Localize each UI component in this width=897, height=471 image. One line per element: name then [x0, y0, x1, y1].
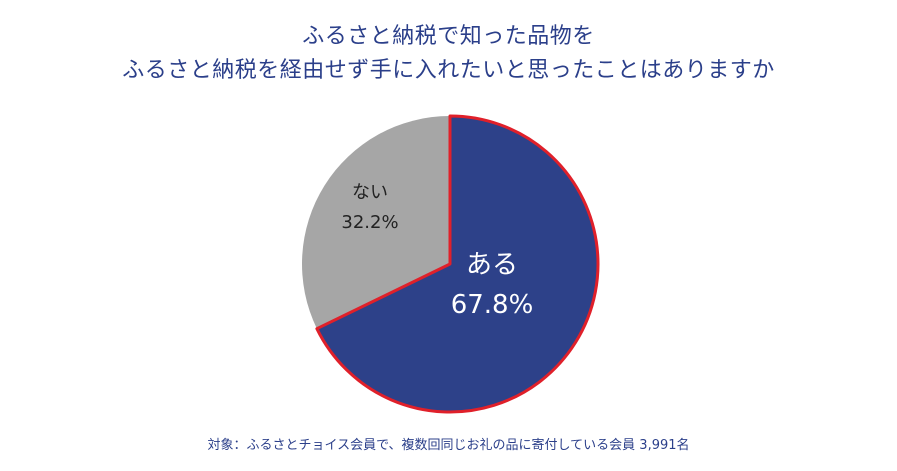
slice-label-yes: ある	[466, 250, 518, 280]
chart-title-line-1: ふるさと納税で知った品物を	[302, 24, 595, 49]
chart-title-line-2: ふるさと納税を経由せず手に入れたいと思ったことはありますか	[122, 58, 775, 83]
chart-title: ふるさと納税で知った品物を ふるさと納税を経由せず手に入れたいと思ったことはあり…	[0, 20, 897, 88]
slice-value-yes: 67.8%	[451, 290, 534, 320]
pie-slice-yes-outline	[315, 114, 600, 414]
footnote: 対象：ふるさとチョイス会員で、複数回同じお礼の品に寄付している会員 3,991名	[207, 438, 690, 453]
slice-value-no: 32.2%	[341, 212, 398, 233]
pie-slice-yes	[316, 116, 598, 412]
slice-label-no: ない	[352, 182, 388, 203]
pie-slice-no	[301, 116, 450, 329]
